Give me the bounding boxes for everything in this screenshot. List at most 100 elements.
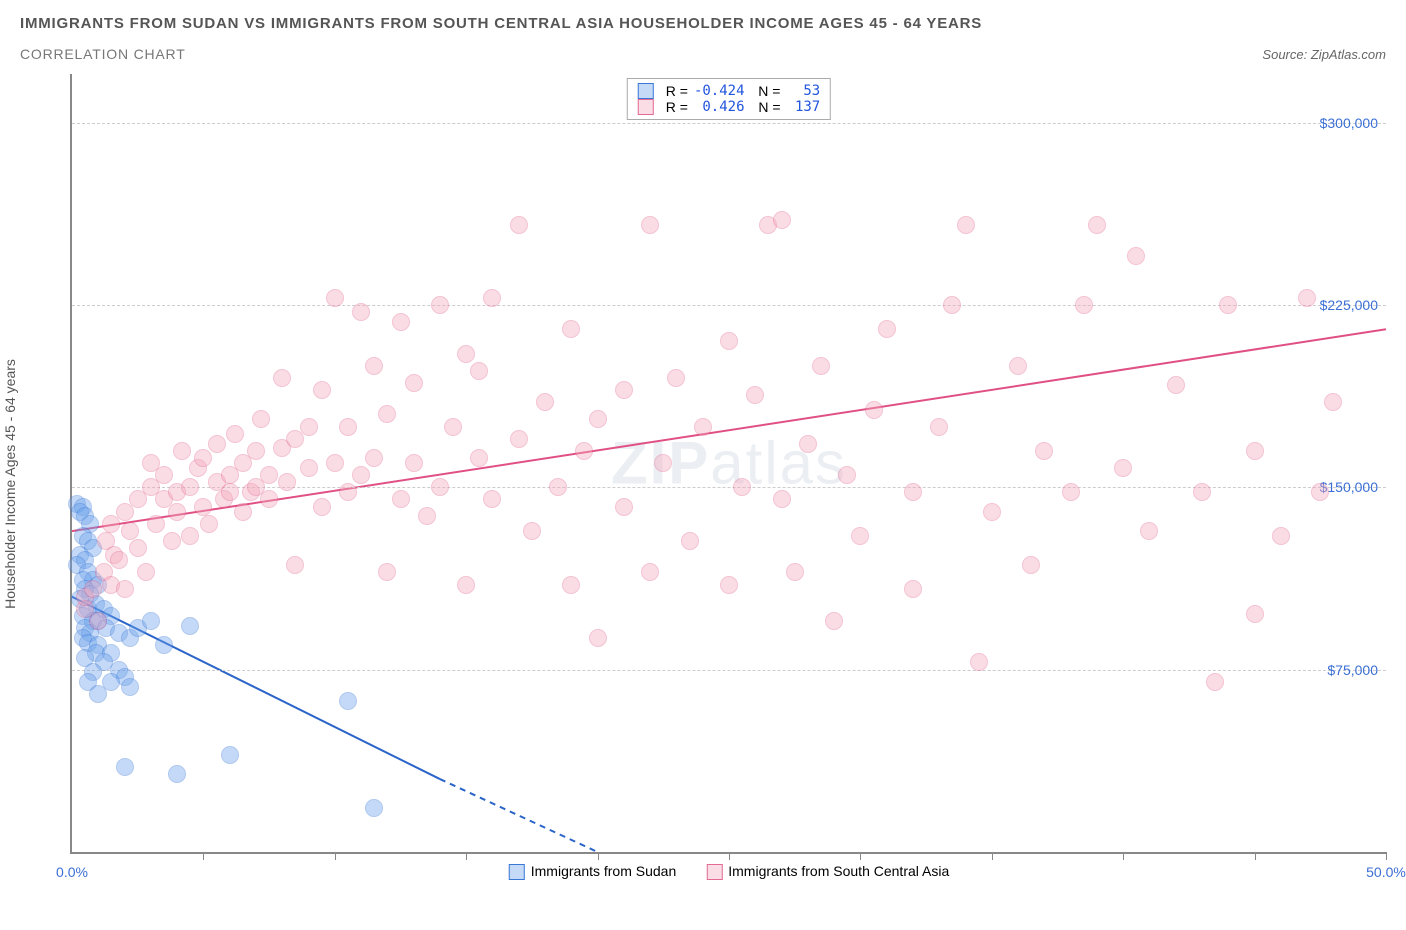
data-point [1075, 296, 1093, 314]
chart-title: IMMIGRANTS FROM SUDAN VS IMMIGRANTS FROM… [20, 12, 1386, 36]
data-point [200, 515, 218, 533]
data-point [181, 617, 199, 635]
data-point [1088, 216, 1106, 234]
data-point [970, 653, 988, 671]
x-tick [1123, 852, 1124, 860]
data-point [168, 765, 186, 783]
data-point [418, 507, 436, 525]
data-point [904, 483, 922, 501]
data-point [365, 357, 383, 375]
subtitle-row: CORRELATION CHART Source: ZipAtlas.com [20, 46, 1386, 62]
data-point [1311, 483, 1329, 501]
data-point [226, 425, 244, 443]
x-tick [729, 852, 730, 860]
legend-n-sca: 137 [787, 99, 821, 115]
data-point [365, 449, 383, 467]
data-point [313, 381, 331, 399]
legend-row-sudan: R = -0.424 N = 53 [638, 83, 820, 99]
data-point [155, 466, 173, 484]
data-point [89, 685, 107, 703]
legend-n-label: N = [751, 99, 781, 115]
legend-n-sudan: 53 [786, 83, 820, 99]
data-point [339, 692, 357, 710]
data-point [1127, 247, 1145, 265]
data-point [720, 576, 738, 594]
data-point [1219, 296, 1237, 314]
data-point [615, 381, 633, 399]
swatch-sca-bottom [706, 864, 722, 880]
data-point [865, 401, 883, 419]
data-point [1022, 556, 1040, 574]
data-point [405, 374, 423, 392]
data-point [838, 466, 856, 484]
data-point [142, 612, 160, 630]
data-point [260, 490, 278, 508]
data-point [1324, 393, 1342, 411]
data-point [234, 503, 252, 521]
y-gridline [72, 487, 1386, 488]
data-point [773, 490, 791, 508]
legend-n-label: N = [751, 83, 781, 99]
data-point [392, 490, 410, 508]
data-point [641, 216, 659, 234]
data-point [392, 313, 410, 331]
y-tick-label: $75,000 [1327, 662, 1378, 678]
x-tick [860, 852, 861, 860]
data-point [641, 563, 659, 581]
legend-item-sudan: Immigrants from Sudan [509, 863, 677, 880]
data-point [470, 449, 488, 467]
x-tick [598, 852, 599, 860]
data-point [562, 576, 580, 594]
chart-subtitle: CORRELATION CHART [20, 46, 186, 62]
data-point [147, 515, 165, 533]
data-point [746, 386, 764, 404]
data-point [1246, 442, 1264, 460]
data-point [615, 498, 633, 516]
data-point [1009, 357, 1027, 375]
data-point [431, 296, 449, 314]
data-point [773, 211, 791, 229]
data-point [1193, 483, 1211, 501]
data-point [681, 532, 699, 550]
data-point [930, 418, 948, 436]
y-gridline [72, 123, 1386, 124]
data-point [799, 435, 817, 453]
data-point [121, 522, 139, 540]
data-point [181, 478, 199, 496]
trend-lines [72, 74, 1386, 852]
data-point [457, 345, 475, 363]
data-point [278, 473, 296, 491]
data-point [654, 454, 672, 472]
correlation-legend: R = -0.424 N = 53 R = 0.426 N = 137 [627, 78, 831, 120]
data-point [1246, 605, 1264, 623]
data-point [510, 216, 528, 234]
data-point [163, 532, 181, 550]
data-point [825, 612, 843, 630]
data-point [483, 289, 501, 307]
data-point [405, 454, 423, 472]
data-point [812, 357, 830, 375]
legend-r-label: R = [666, 99, 688, 115]
data-point [89, 612, 107, 630]
data-point [1272, 527, 1290, 545]
data-point [247, 442, 265, 460]
data-point [252, 410, 270, 428]
data-point [1062, 483, 1080, 501]
x-tick [1386, 852, 1387, 860]
data-point [549, 478, 567, 496]
data-point [378, 405, 396, 423]
data-point [326, 454, 344, 472]
data-point [1140, 522, 1158, 540]
data-point [365, 799, 383, 817]
legend-row-sca: R = 0.426 N = 137 [638, 99, 820, 115]
data-point [84, 580, 102, 598]
data-point [121, 678, 139, 696]
data-point [667, 369, 685, 387]
data-point [589, 629, 607, 647]
legend-label-sca: Immigrants from South Central Asia [728, 863, 949, 879]
swatch-sudan [638, 83, 654, 99]
data-point [137, 563, 155, 581]
legend-r-sudan: -0.424 [694, 83, 745, 99]
data-point [1114, 459, 1132, 477]
data-point [878, 320, 896, 338]
